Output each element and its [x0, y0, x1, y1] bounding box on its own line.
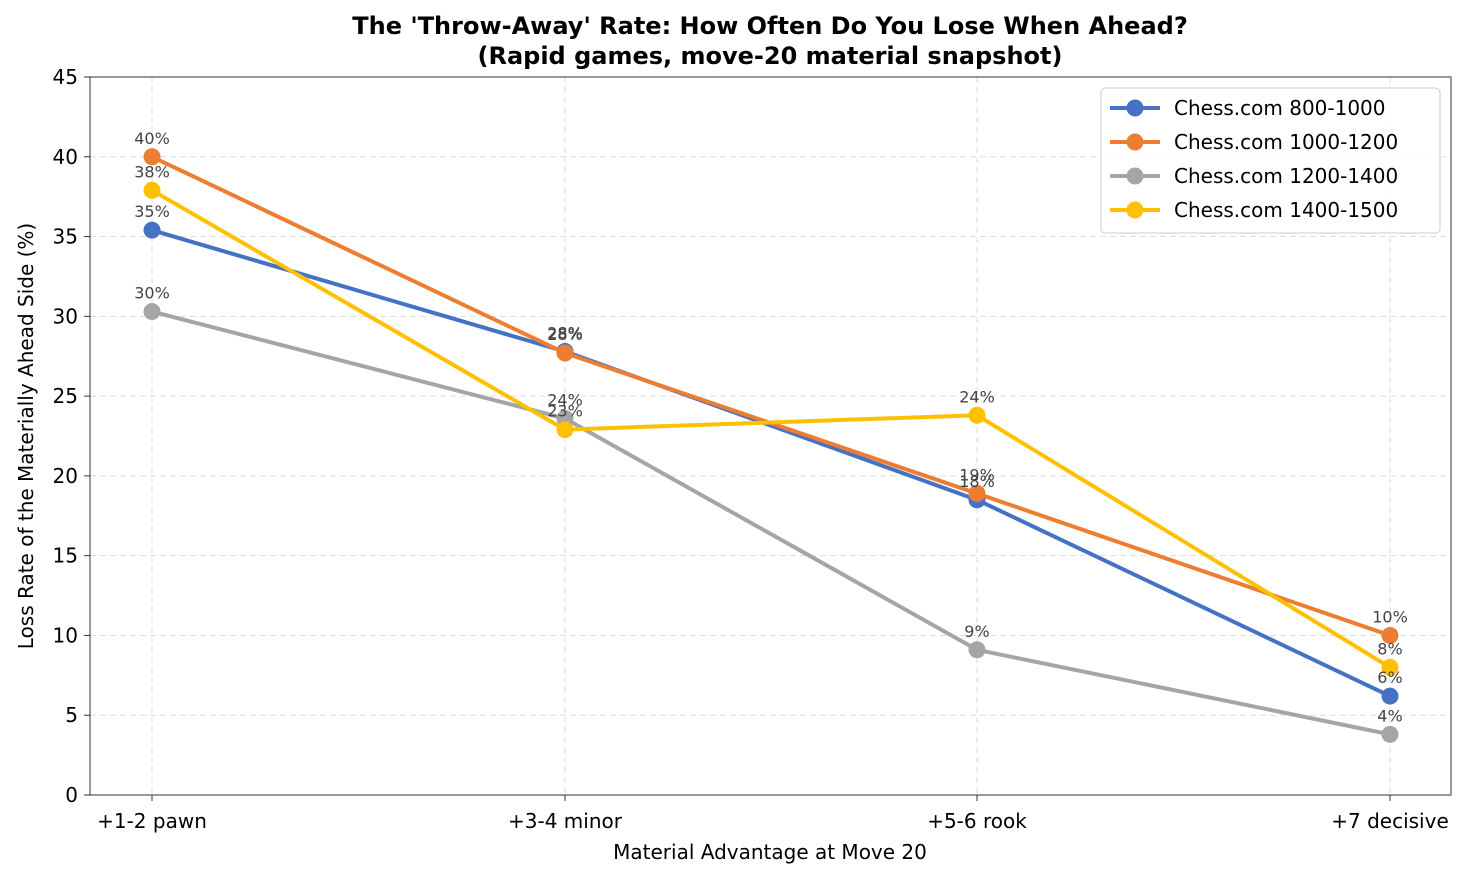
data-label: 10%: [1372, 607, 1408, 626]
data-point: [143, 148, 161, 166]
y-tick-label: 10: [53, 623, 78, 647]
data-point: [143, 303, 161, 321]
data-label: 28%: [547, 325, 583, 344]
data-point: [1381, 658, 1399, 676]
x-tick-label: +7 decisive: [1331, 809, 1449, 833]
legend: Chess.com 800-1000 Chess.com 1000-1200 Che…: [1100, 87, 1441, 234]
plot-frame: [89, 76, 1452, 796]
data-point: [1381, 687, 1399, 705]
data-label: 19%: [959, 465, 995, 484]
legend-entry: Chess.com 1200-1400: [1174, 164, 1398, 188]
data-point: [968, 406, 986, 424]
data-point: [1381, 626, 1399, 644]
y-tick-label: 5: [65, 703, 78, 727]
x-tick-label: +3-4 minor: [508, 809, 623, 833]
data-point: [968, 484, 986, 502]
y-tick-label: 30: [53, 304, 78, 328]
x-axis-ticks: +1-2 pawn +3-4 minor +5-6 rook +7 decisive: [97, 795, 1449, 833]
data-label: 40%: [134, 129, 170, 148]
y-tick-label: 40: [53, 145, 78, 169]
legend-entry: Chess.com 1400-1500: [1174, 198, 1398, 222]
data-label: 18%: [959, 472, 995, 491]
x-tick-label: +5-6 rook: [927, 809, 1027, 833]
legend-entry: Chess.com 800-1000: [1174, 96, 1386, 120]
data-point: [556, 344, 574, 362]
x-tick-label: +1-2 pawn: [97, 809, 207, 833]
y-tick-label: 20: [53, 464, 78, 488]
data-point: [143, 221, 161, 239]
y-axis-ticks: 0 5 10 15 20 25 30 35 40 45: [53, 65, 90, 807]
legend-entry: Chess.com 1000-1200: [1174, 130, 1398, 154]
data-point: [1381, 725, 1399, 743]
data-label: 6%: [1377, 668, 1402, 687]
y-tick-label: 0: [65, 783, 78, 807]
legend-marker: [1126, 99, 1144, 117]
x-axis-label: Material Advantage at Move 20: [613, 840, 927, 864]
data-label: 35%: [134, 202, 170, 221]
data-point: [556, 421, 574, 439]
data-label: 4%: [1377, 706, 1402, 725]
data-label: 24%: [547, 390, 583, 409]
y-axis-label: Loss Rate of the Materially Ahead Side (…: [14, 223, 38, 649]
series-line-4: [150, 188, 1392, 670]
y-tick-label: 25: [53, 384, 78, 408]
data-point: [143, 181, 161, 199]
axes: [89, 76, 1452, 796]
legend-marker: [1126, 133, 1144, 151]
data-label: 30%: [134, 284, 170, 303]
data-label: 9%: [964, 622, 989, 641]
legend-marker: [1126, 167, 1144, 185]
legend-marker: [1126, 201, 1144, 219]
data-label: 24%: [959, 387, 995, 406]
data-label: 8%: [1377, 639, 1402, 658]
series-line-1: [151, 228, 1391, 698]
y-tick-label: 15: [53, 544, 78, 568]
y-tick-label: 45: [53, 65, 78, 89]
chart-title: The 'Throw-Away' Rate: How Often Do You …: [352, 12, 1188, 40]
data-label: 23%: [547, 402, 583, 421]
legend-box: [1100, 87, 1441, 234]
data-point: [968, 641, 986, 659]
data-label: 38%: [134, 162, 170, 181]
chart-subtitle: (Rapid games, move-20 material snapshot): [478, 42, 1063, 70]
data-label: 28%: [547, 323, 583, 342]
series-group: [143, 148, 1399, 743]
series-line-3: [151, 309, 1391, 737]
y-tick-label: 35: [53, 225, 78, 249]
data-labels: 35%28%18%6%40%28%19%10%30%24%9%4%38%23%2…: [134, 129, 1408, 726]
